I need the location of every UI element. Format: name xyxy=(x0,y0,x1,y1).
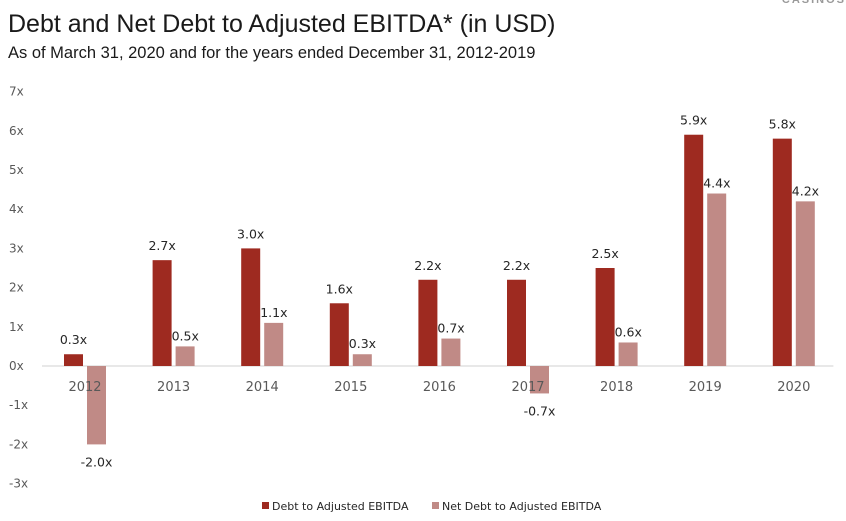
data-label: -0.7x xyxy=(524,403,556,418)
chart-title: Debt and Net Debt to Adjusted EBITDA* (i… xyxy=(8,10,556,38)
data-label: 0.6x xyxy=(615,324,642,339)
bar-net-debt xyxy=(87,366,106,445)
bar-debt xyxy=(507,279,526,366)
data-label: 0.7x xyxy=(437,321,464,336)
bar-debt xyxy=(64,354,83,366)
bar-net-debt xyxy=(441,338,461,366)
y-tick-label: -2x xyxy=(9,437,28,451)
bar-net-debt xyxy=(264,322,284,366)
data-label: 2.2x xyxy=(414,258,441,273)
bar-debt xyxy=(152,260,172,366)
y-tick-label: 1x xyxy=(9,320,24,334)
y-tick-label: -1x xyxy=(9,398,28,412)
data-label: 1.1x xyxy=(260,305,287,320)
x-category-label: 2020 xyxy=(777,380,810,395)
data-label: 1.6x xyxy=(326,281,353,296)
bar-net-debt xyxy=(175,346,195,366)
legend-label: Net Debt to Adjusted EBITDA xyxy=(442,500,602,513)
data-label: 0.3x xyxy=(60,332,87,347)
data-label: 3.0x xyxy=(237,226,264,241)
x-category-label: 2015 xyxy=(334,380,367,395)
y-tick-label: 5x xyxy=(9,163,24,177)
legend-label: Debt to Adjusted EBITDA xyxy=(272,500,409,513)
bar-debt xyxy=(329,303,349,366)
x-category-label: 2012 xyxy=(68,380,101,395)
bar-debt xyxy=(684,134,704,366)
data-label: 2.2x xyxy=(503,258,530,273)
x-category-label: 2013 xyxy=(157,380,190,395)
data-label: 0.3x xyxy=(349,336,376,351)
y-tick-label: -3x xyxy=(9,477,28,491)
bar-net-debt xyxy=(795,201,815,366)
x-category-label: 2017 xyxy=(511,380,544,395)
legend-swatch xyxy=(262,502,269,509)
bar-debt xyxy=(595,268,615,366)
bar-debt xyxy=(772,138,792,366)
y-tick-label: 3x xyxy=(9,241,24,255)
brand-logo: CASINOS xyxy=(754,0,846,8)
bar-net-debt xyxy=(618,342,638,366)
data-label: 4.2x xyxy=(792,183,819,198)
x-category-label: 2016 xyxy=(423,380,456,395)
y-tick-label: 0x xyxy=(9,359,24,373)
legend-swatch xyxy=(432,502,439,509)
chart-subtitle: As of March 31, 2020 and for the years e… xyxy=(8,44,536,62)
data-label: 0.5x xyxy=(172,328,199,343)
bar-net-debt xyxy=(707,193,727,366)
bar-debt xyxy=(241,248,261,366)
data-label: 4.4x xyxy=(703,176,730,191)
data-label: -2.0x xyxy=(81,454,113,469)
y-tick-label: 2x xyxy=(9,281,24,295)
x-category-label: 2014 xyxy=(246,380,279,395)
y-tick-label: 4x xyxy=(9,202,24,216)
data-label: 5.8x xyxy=(769,117,796,132)
bar-net-debt xyxy=(352,354,372,366)
y-tick-label: 7x xyxy=(9,85,24,99)
y-tick-label: 6x xyxy=(9,124,24,138)
bar-net-debt xyxy=(530,366,549,394)
data-label: 5.9x xyxy=(680,113,707,128)
x-category-label: 2018 xyxy=(600,380,633,395)
x-category-label: 2019 xyxy=(689,380,722,395)
bar-debt xyxy=(418,279,438,366)
data-label: 2.5x xyxy=(591,246,618,261)
data-label: 2.7x xyxy=(148,238,175,253)
